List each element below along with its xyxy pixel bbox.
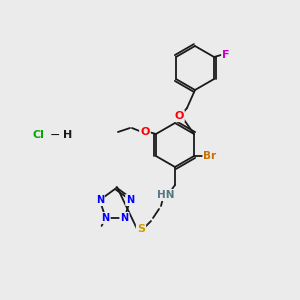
Text: −: − <box>50 128 60 142</box>
Text: O: O <box>174 111 184 121</box>
Text: S: S <box>137 224 145 234</box>
Text: Cl: Cl <box>32 130 44 140</box>
Text: N: N <box>120 213 128 223</box>
Text: H: H <box>63 130 73 140</box>
Text: F: F <box>222 50 230 60</box>
Text: Br: Br <box>203 151 217 161</box>
Text: HN: HN <box>157 190 175 200</box>
Text: O: O <box>140 127 150 137</box>
Text: N: N <box>101 213 110 223</box>
Text: N: N <box>126 195 134 205</box>
Text: N: N <box>96 195 104 205</box>
